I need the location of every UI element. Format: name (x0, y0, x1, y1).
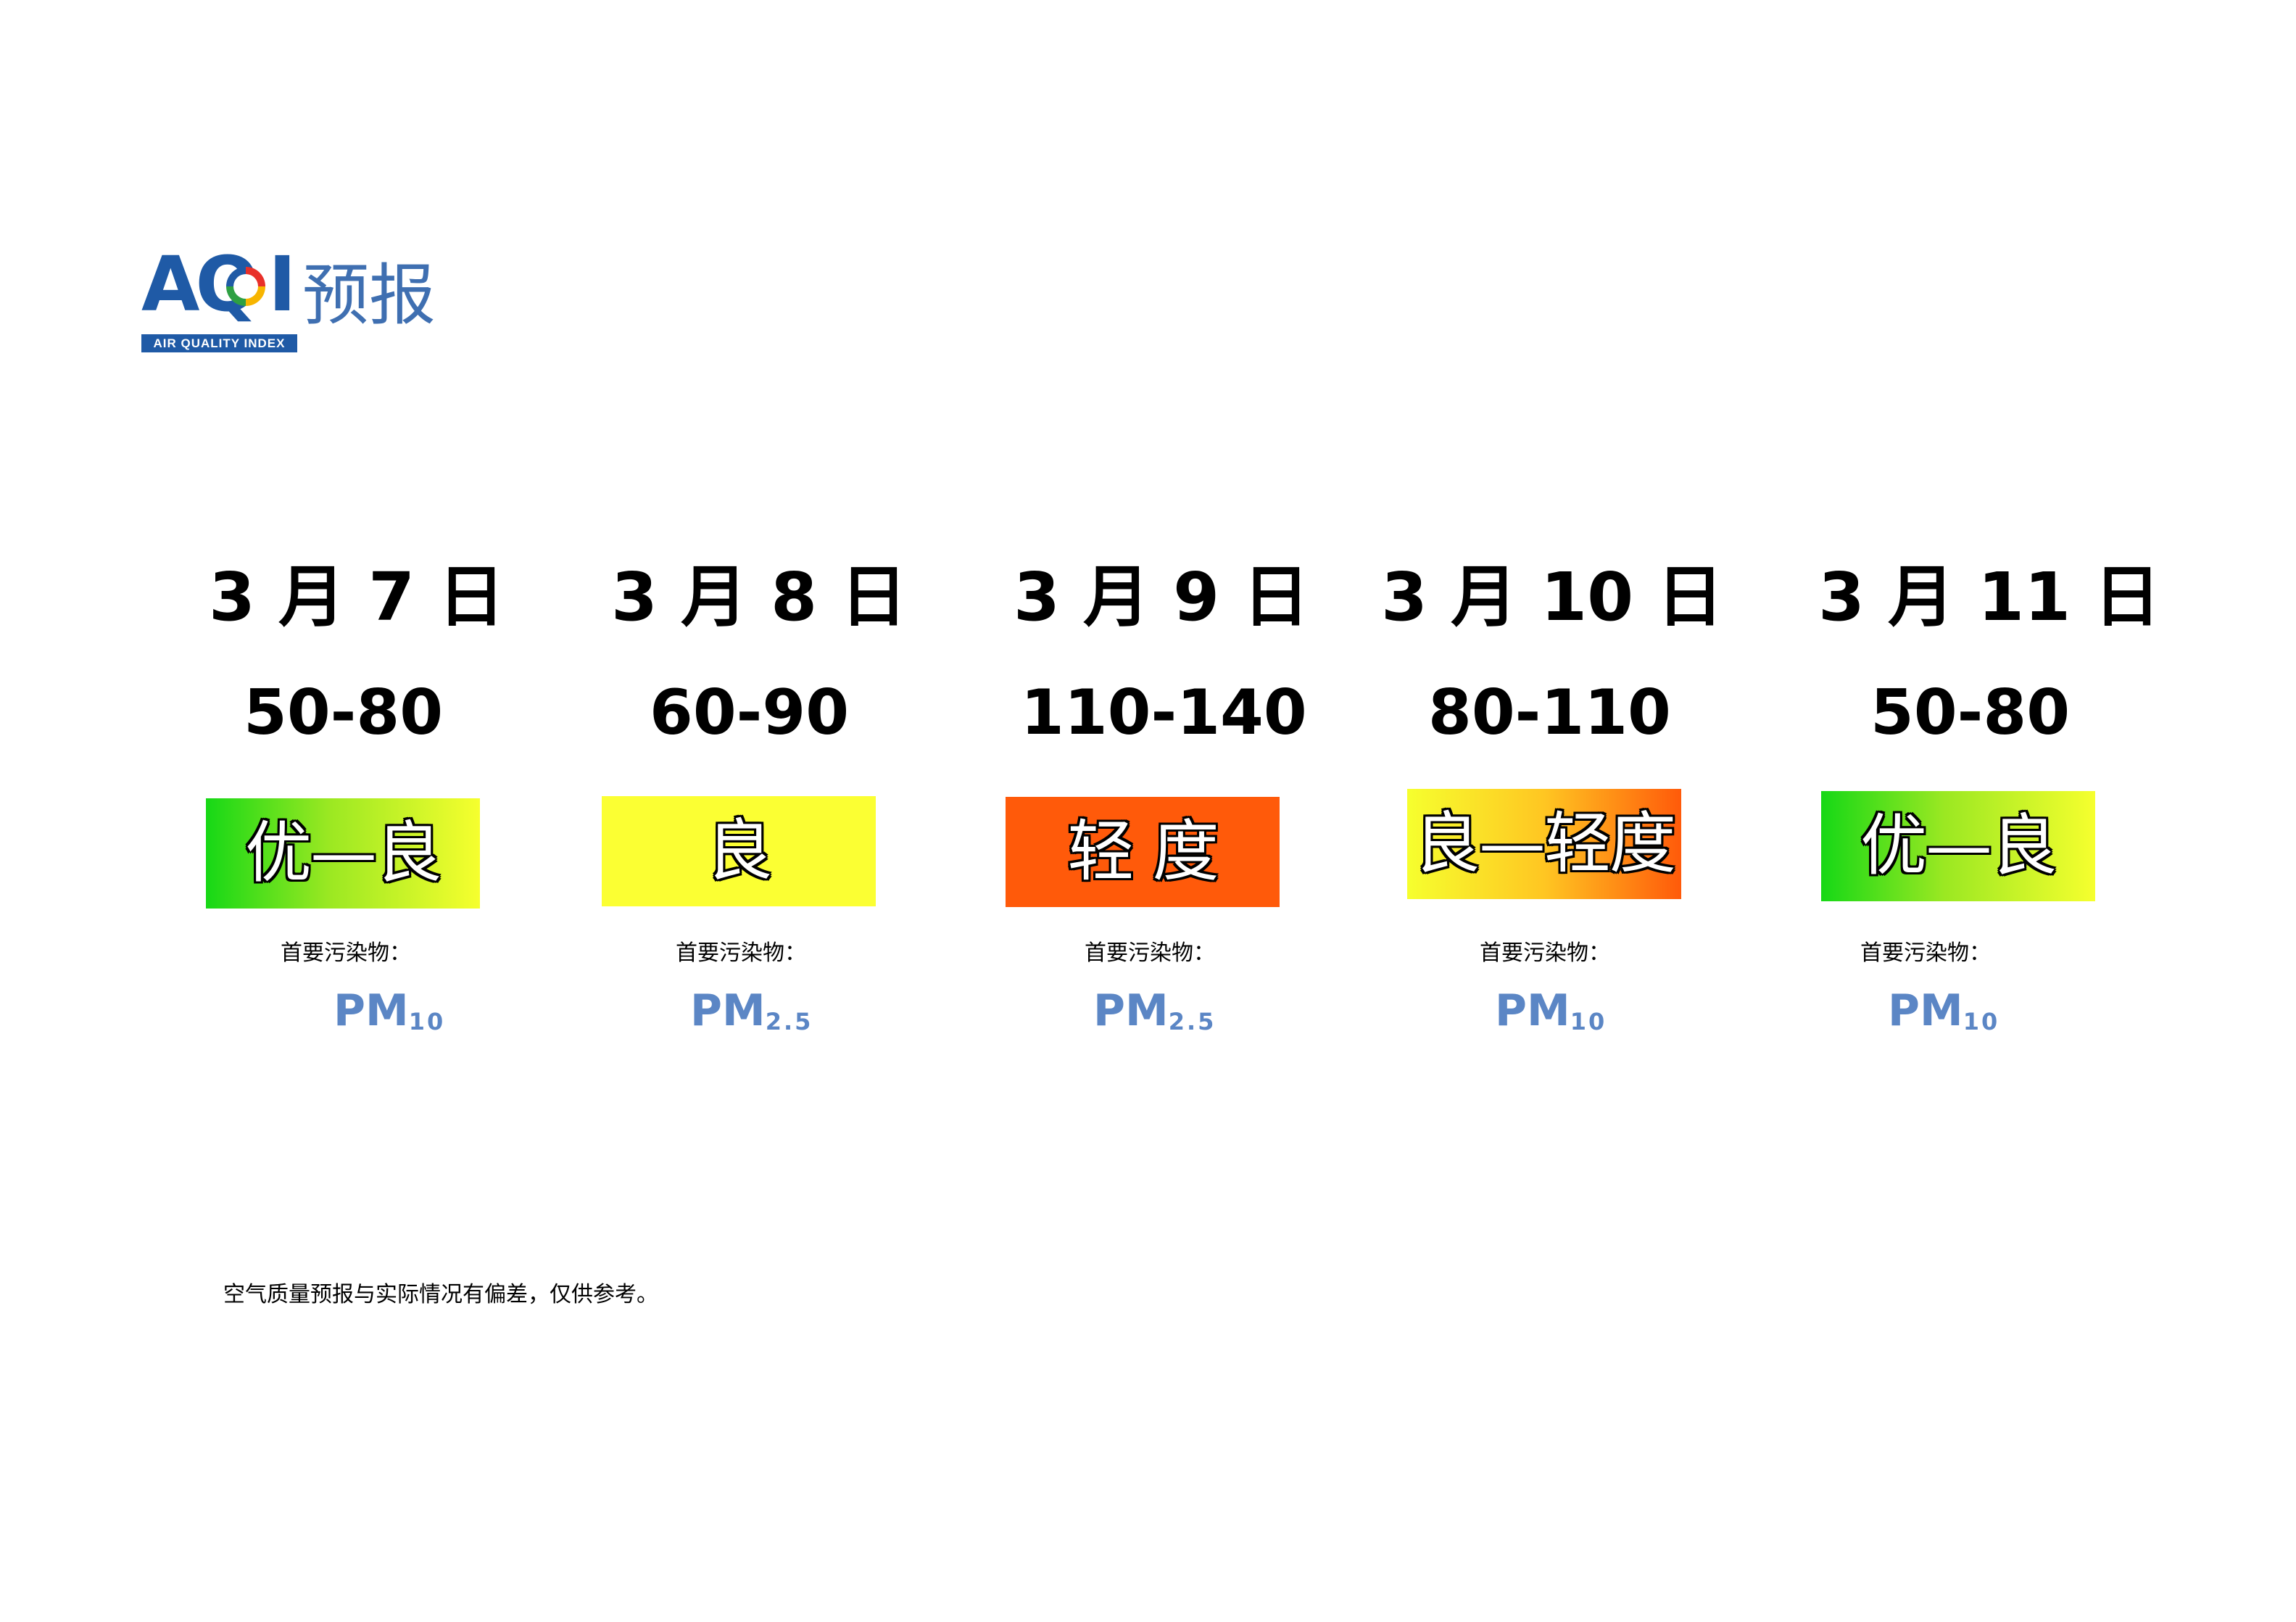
forecast-date: 3 月 10 日 (1381, 558, 1724, 636)
pollutant-label: 首要污染物： (1860, 940, 1991, 966)
pollutant-value: PM2.5 (1093, 985, 1217, 1036)
aqi-range: 50-80 (1870, 676, 2071, 749)
aqi-range: 60-90 (650, 676, 850, 749)
pollutant-label: 首要污染物： (676, 940, 806, 966)
pollutant-label: 首要污染物： (281, 940, 411, 966)
aqi-range: 50-80 (244, 676, 444, 749)
level-label: 良—轻度 (1413, 805, 1676, 882)
logo-band-text: AIR QUALITY INDEX (141, 334, 297, 352)
aqi-logo-mark: AQ I AIR QUALITY INDEX (141, 247, 297, 352)
level-label: 良 (705, 812, 773, 890)
pollutant-value: PM2.5 (690, 985, 813, 1036)
logo-letter-i: I (268, 240, 297, 328)
forecast-date: 3 月 11 日 (1818, 558, 2161, 636)
forecast-date: 3 月 7 日 (209, 558, 505, 636)
forecast-date: 3 月 9 日 (1014, 558, 1310, 636)
level-label: 轻 度 (1067, 813, 1219, 890)
level-badge: 良—轻度 (1407, 789, 1681, 899)
logo-title: 预报 (302, 257, 436, 334)
aqi-range: 80-110 (1428, 676, 1671, 749)
level-badge: 轻 度 (1006, 797, 1280, 907)
aqi-range: 110-140 (1021, 676, 1307, 749)
aqi-logo: AQ I AIR QUALITY INDEX 预报 (141, 247, 446, 358)
level-label: 优—良 (244, 814, 442, 892)
level-badge: 优—良 (1821, 791, 2095, 901)
pollutant-label: 首要污染物： (1480, 940, 1610, 966)
pollutant-value: PM10 (1495, 985, 1607, 1036)
pollutant-value: PM10 (333, 985, 446, 1036)
pollutant-label: 首要污染物： (1085, 940, 1215, 966)
disclaimer-note: 空气质量预报与实际情况有偏差，仅供参考。 (223, 1282, 658, 1307)
level-badge: 良 (602, 796, 876, 906)
pollutant-value: PM10 (1888, 985, 2000, 1036)
globe-icon (226, 267, 265, 306)
level-badge: 优—良 (206, 798, 480, 909)
forecast-date: 3 月 8 日 (611, 558, 908, 636)
level-label: 优—良 (1860, 807, 2057, 885)
